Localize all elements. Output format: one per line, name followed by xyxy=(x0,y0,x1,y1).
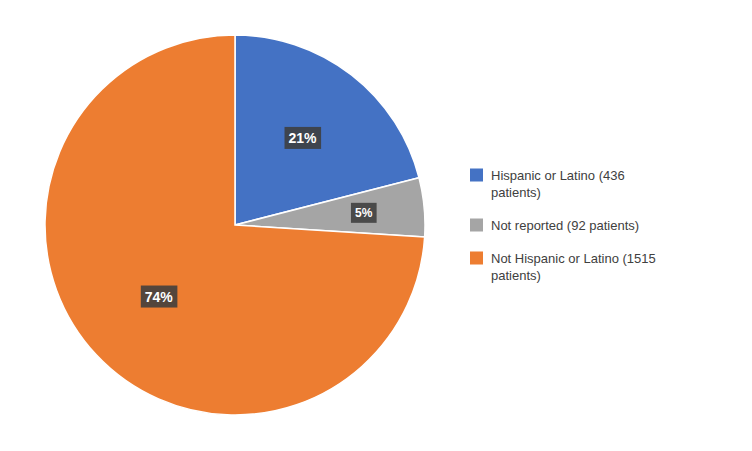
legend-label: Hispanic or Latino (436 patients) xyxy=(491,168,625,200)
legend-item: Not reported (92 patients) xyxy=(470,218,639,233)
legend-label-line: Not Hispanic or Latino (1515 xyxy=(491,251,656,266)
legend-label: Not reported (92 patients) xyxy=(491,218,639,233)
data-label-background xyxy=(141,286,178,308)
data-label: 74% xyxy=(145,289,174,305)
legend-item: Not Hispanic or Latino (1515 patients) xyxy=(470,251,656,283)
pie-slice xyxy=(45,35,425,415)
data-labels: 21% 5% 74% xyxy=(141,127,377,308)
legend-item: Hispanic or Latino (436 patients) xyxy=(470,168,625,200)
legend-swatch xyxy=(470,219,483,232)
chart-svg: 21% 5% 74% Hispanic or Latino (436 patients)… xyxy=(0,0,752,451)
legend: Hispanic or Latino (436 patients) Not repo… xyxy=(470,168,656,283)
legend-label-line: Not reported (92 patients) xyxy=(491,218,639,233)
chart-container: 21% 5% 74% Hispanic or Latino (436 patients)… xyxy=(0,0,752,451)
legend-label-line: patients) xyxy=(491,185,541,200)
data-label-background xyxy=(351,203,377,223)
data-label-group: 21% xyxy=(285,127,322,149)
data-label-group: 74% xyxy=(141,286,178,308)
slices xyxy=(45,35,425,415)
data-label-background xyxy=(285,127,322,149)
data-label: 5% xyxy=(355,206,373,220)
legend-label-line: patients) xyxy=(491,268,541,283)
legend-label-line: Hispanic or Latino (436 xyxy=(491,168,625,183)
legend-label: Not Hispanic or Latino (1515 patients) xyxy=(491,251,656,283)
data-label-group: 5% xyxy=(351,203,377,223)
legend-swatch xyxy=(470,252,483,265)
legend-swatch xyxy=(470,169,483,182)
data-label: 21% xyxy=(289,130,318,146)
